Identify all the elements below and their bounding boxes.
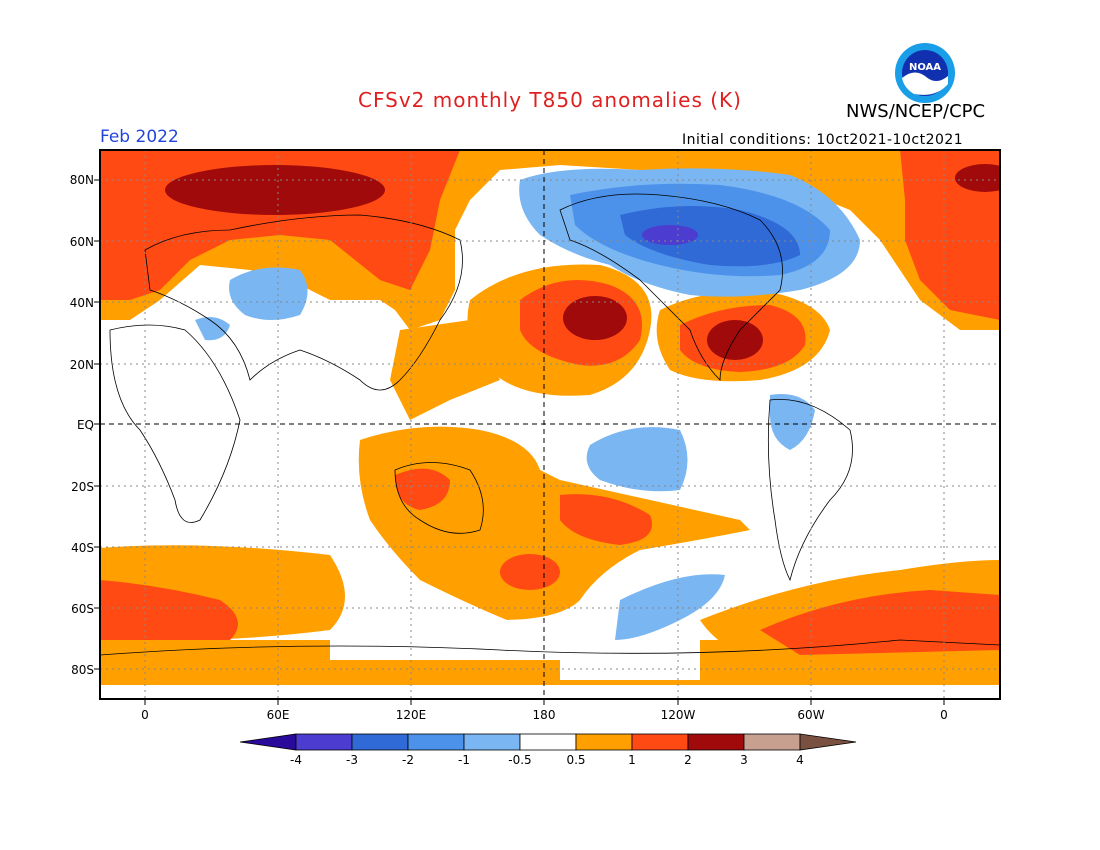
lon-label-0-east: 0 [940, 708, 948, 722]
colorbar-arrow-high [799, 733, 857, 751]
lon-label-120w: 120W [660, 708, 696, 722]
colorbar-box-9 [743, 733, 801, 751]
colorbar-label: -1 [458, 753, 470, 767]
lat-label-20s: 20S [71, 480, 94, 494]
colorbar-arrow-low [239, 733, 297, 751]
lat-label-40s: 40S [71, 541, 94, 555]
colorbar-label: -2 [402, 753, 414, 767]
colorbar-label: 0.5 [566, 753, 586, 767]
lon-label-60e: 60E [266, 708, 290, 722]
lat-label-40n: 40N [69, 296, 94, 310]
lat-label-60n: 60N [69, 235, 94, 249]
lat-label-80n: 80N [69, 173, 94, 187]
colorbar-label: 3 [740, 753, 748, 767]
initial-conditions-label: Initial conditions: 10ct2021-10ct2021 [682, 132, 964, 148]
lat-label-80s: 80S [71, 663, 94, 677]
colorbar-box-6 [575, 733, 633, 751]
reference-lines [100, 150, 1000, 699]
colorbar-box-1 [295, 733, 353, 751]
lat-label-eq: EQ [76, 418, 94, 432]
logo-text: NOAA [909, 62, 941, 73]
colorbar-label: -0.5 [508, 753, 532, 767]
colorbar-box-4 [463, 733, 521, 751]
valid-month-label: Feb 2022 [100, 127, 179, 147]
colorbar-label: -3 [346, 753, 358, 767]
lon-label-0-west: 0 [141, 708, 149, 722]
colorbar-box-2 [351, 733, 409, 751]
lon-label-60w: 60W [797, 708, 825, 722]
colorbar-box-5 [519, 733, 577, 751]
colorbar-box-7 [631, 733, 689, 751]
colorbar-label: 4 [796, 753, 804, 767]
colorbar [239, 733, 857, 751]
lon-label-180: 180 [532, 708, 556, 722]
colorbar-label: -4 [290, 753, 302, 767]
colorbar-label: 1 [628, 753, 636, 767]
colorbar-label: 2 [684, 753, 692, 767]
colorbar-box-3 [407, 733, 465, 751]
lon-label-120e: 120E [395, 708, 427, 722]
colorbar-box-8 [687, 733, 745, 751]
noaa-logo-icon: NOAA [895, 43, 955, 103]
agency-label: NWS/NCEP/CPC [846, 101, 986, 122]
axis-ticks [94, 179, 945, 705]
lat-label-60s: 60S [71, 602, 94, 616]
graticule [100, 150, 1000, 699]
chart-title: CFSv2 monthly T850 anomalies (K) [358, 88, 742, 112]
lat-label-20n: 20N [69, 358, 94, 372]
